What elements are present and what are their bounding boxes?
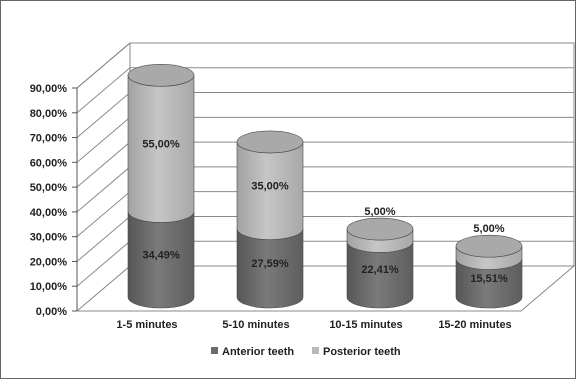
data-label-anterior: 27,59% — [251, 258, 289, 270]
y-tick-label: 80,00% — [30, 108, 68, 120]
bar-posterior — [455, 234, 523, 270]
data-label-anterior: 15,51% — [470, 273, 508, 285]
legend-swatch — [312, 347, 319, 354]
y-tick-label: 90,00% — [30, 83, 68, 95]
y-tick-label: 0,00% — [36, 306, 67, 318]
x-tick-label: 1-5 minutes — [116, 319, 177, 331]
gridline-diagonal — [76, 191, 131, 238]
data-label-posterior: 35,00% — [251, 180, 289, 192]
floor — [75, 265, 576, 312]
legend-label: Anterior teeth — [222, 346, 294, 358]
y-tick-label: 70,00% — [30, 133, 68, 145]
y-tick-label: 10,00% — [30, 281, 68, 293]
legend-swatch — [211, 347, 218, 354]
data-label-anterior: 34,49% — [142, 249, 180, 261]
data-label-posterior: 55,00% — [142, 138, 180, 150]
x-tick-label: 10-15 minutes — [329, 319, 402, 331]
bar-posterior-top — [455, 234, 523, 258]
bar-posterior — [127, 63, 195, 223]
y-tick-label: 60,00% — [30, 157, 68, 169]
gridline-diagonal — [76, 141, 131, 188]
y-tick-label: 50,00% — [30, 182, 68, 194]
bar-posterior-top — [127, 63, 195, 87]
bar-posterior-top — [346, 217, 414, 241]
gridline-diagonal — [76, 67, 131, 114]
y-tick-label: 20,00% — [30, 256, 68, 268]
y-tick-label: 30,00% — [30, 232, 68, 244]
legend-label: Posterior teeth — [323, 346, 401, 358]
y-tick-label: 40,00% — [30, 207, 68, 219]
gridline-diagonal — [76, 216, 131, 262]
data-label-anterior: 22,41% — [361, 264, 399, 276]
x-tick-label: 15-20 minutes — [438, 319, 511, 331]
bar-posterior — [346, 217, 414, 253]
bar-posterior-top — [236, 130, 304, 154]
data-label-posterior: 5,00% — [473, 223, 504, 235]
x-tick-label: 5-10 minutes — [222, 319, 289, 331]
bar-posterior — [236, 130, 304, 240]
data-label-posterior: 5,00% — [364, 206, 395, 218]
gridline-diagonal — [76, 92, 131, 138]
gridline-diagonal — [76, 42, 131, 89]
gridline-diagonal — [76, 240, 131, 287]
gridline-diagonal — [76, 166, 131, 213]
gridline-diagonal — [76, 116, 131, 163]
